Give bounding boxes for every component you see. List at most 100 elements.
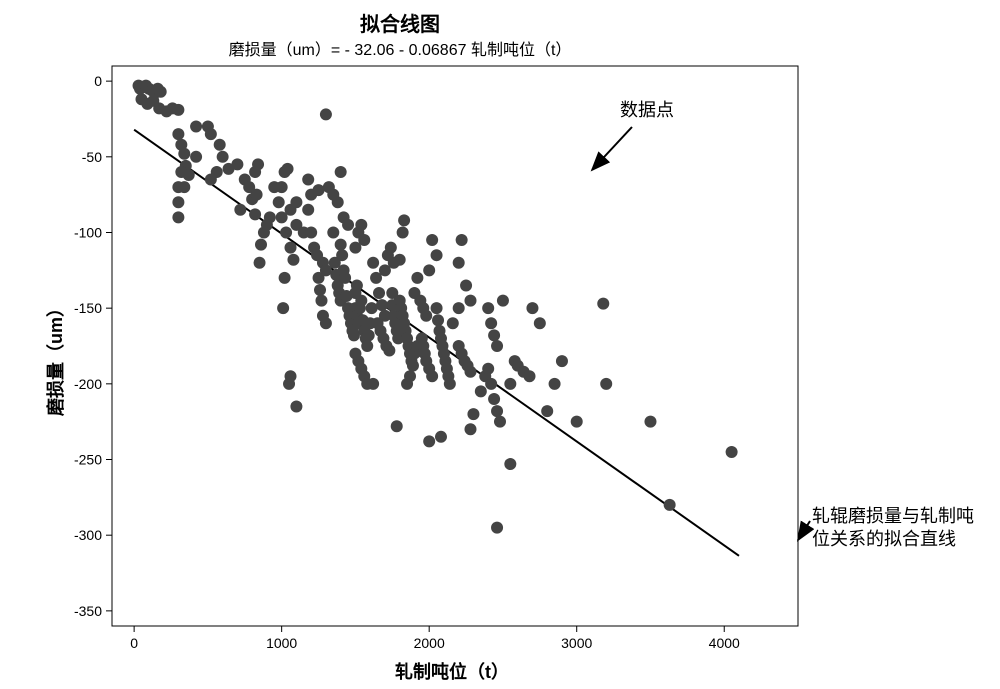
data-point (287, 254, 299, 266)
data-point (571, 416, 583, 428)
data-point (172, 196, 184, 208)
data-point (290, 196, 302, 208)
data-point (348, 329, 360, 341)
data-point (491, 340, 503, 352)
data-point (190, 151, 202, 163)
data-point (249, 208, 261, 220)
data-point (447, 317, 459, 329)
data-point (320, 108, 332, 120)
data-point (373, 287, 385, 299)
data-point (361, 340, 373, 352)
y-tick-label: -150 (74, 300, 102, 316)
data-point (404, 370, 416, 382)
data-point (485, 317, 497, 329)
figure-container: 拟合线图 磨损量（um）= - 32.06 - 0.06867 轧制吨位（t） … (0, 0, 1000, 689)
data-point (453, 257, 465, 269)
data-point (423, 264, 435, 276)
data-point (597, 298, 609, 310)
y-tick-label: -350 (74, 603, 102, 619)
data-point (172, 104, 184, 116)
x-axis-label: 轧制吨位（t） (395, 658, 509, 684)
x-tick-label: 0 (130, 635, 138, 651)
data-point (464, 423, 476, 435)
data-point (394, 254, 406, 266)
data-point (664, 499, 676, 511)
annotation-label: 数据点 (620, 99, 674, 122)
data-point (332, 196, 344, 208)
data-point (285, 370, 297, 382)
y-tick-label: -300 (74, 527, 102, 543)
data-point (491, 405, 503, 417)
data-point (366, 302, 378, 314)
data-point (526, 302, 538, 314)
x-tick-label: 2000 (414, 635, 445, 651)
data-point (435, 431, 447, 443)
data-point (205, 128, 217, 140)
data-point (444, 378, 456, 390)
data-point (464, 295, 476, 307)
data-point (342, 219, 354, 231)
data-point (464, 366, 476, 378)
data-point (351, 279, 363, 291)
data-point (488, 393, 500, 405)
data-point (327, 226, 339, 238)
data-point (420, 310, 432, 322)
data-point (482, 302, 494, 314)
x-tick-label: 4000 (709, 635, 740, 651)
data-point (355, 295, 367, 307)
data-point (432, 314, 444, 326)
data-point (376, 299, 388, 311)
data-point (339, 272, 351, 284)
data-point (335, 166, 347, 178)
data-point (407, 360, 419, 372)
data-point (254, 257, 266, 269)
data-point (178, 148, 190, 160)
data-point (644, 416, 656, 428)
data-point (276, 211, 288, 223)
data-point (280, 226, 292, 238)
data-point (423, 435, 435, 447)
data-point (302, 204, 314, 216)
data-point (358, 234, 370, 246)
data-point (172, 211, 184, 223)
data-point (315, 295, 327, 307)
data-point (456, 234, 468, 246)
annotation-arrow (798, 521, 810, 540)
data-point (475, 385, 487, 397)
data-point (276, 181, 288, 193)
data-point (426, 370, 438, 382)
data-point (504, 458, 516, 470)
data-point (426, 234, 438, 246)
data-point (726, 446, 738, 458)
data-point (367, 378, 379, 390)
data-point (534, 317, 546, 329)
data-point (252, 158, 264, 170)
data-point (264, 211, 276, 223)
data-point (367, 257, 379, 269)
data-point (285, 242, 297, 254)
data-point (313, 184, 325, 196)
y-axis-label: 磨损量（um） (42, 299, 68, 416)
data-point (335, 239, 347, 251)
data-point (172, 128, 184, 140)
data-point (467, 408, 479, 420)
data-point (460, 279, 472, 291)
y-tick-label: -100 (74, 224, 102, 240)
y-tick-label: 0 (94, 73, 102, 89)
data-point (190, 121, 202, 133)
data-point (205, 174, 217, 186)
data-point (494, 416, 506, 428)
data-point (431, 302, 443, 314)
data-point (355, 219, 367, 231)
data-point (178, 181, 190, 193)
y-tick-label: -50 (82, 149, 102, 165)
annotation-label: 轧辊磨损量与轧制吨位关系的拟合直线 (812, 505, 992, 550)
data-point (363, 329, 375, 341)
data-point (302, 174, 314, 186)
data-point (314, 284, 326, 296)
data-point (217, 151, 229, 163)
data-point (491, 522, 503, 534)
x-tick-label: 1000 (266, 635, 297, 651)
data-point (336, 249, 348, 261)
data-point (282, 163, 294, 175)
